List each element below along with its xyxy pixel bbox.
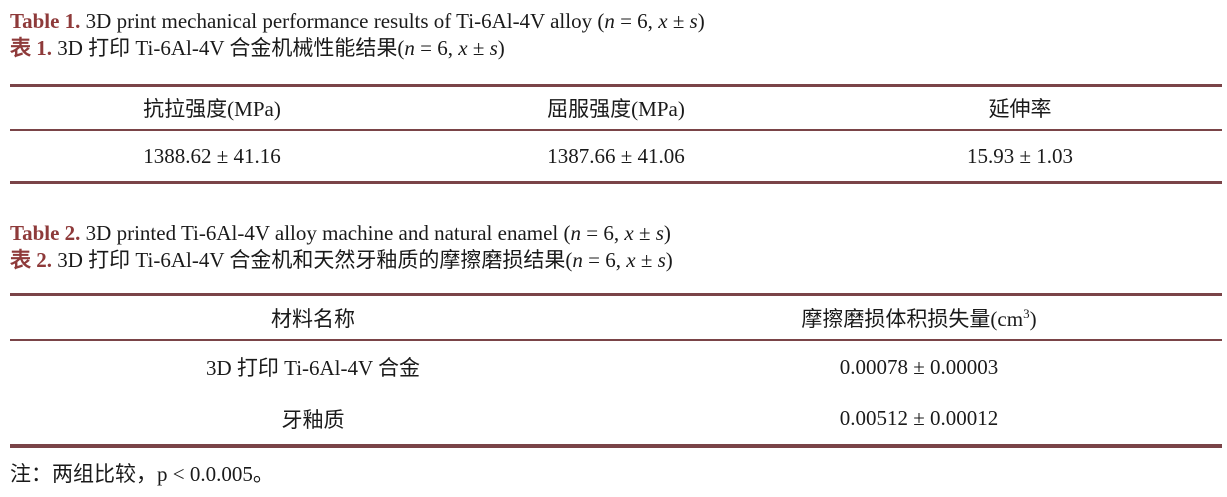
wear-value-cell: 0.00078 ± 0.00003 [839,354,999,379]
table1-header-tensile-strength: 抗拉强度(MPa) [143,97,281,121]
table2-data-row-enamel: 牙釉质 0.00512 ± 0.00012 [10,393,1222,444]
table1-caption-label-en: Table 1. [10,9,81,33]
stat-close-paren: ) [665,248,673,272]
stat-mean-sd: x ± s [458,36,498,60]
stat-equals: = 6, [581,221,625,245]
stat-mean-sd: x ± s [658,9,698,33]
table1-header-elongation: 延伸率 [988,97,1052,121]
table1-caption-body-zh: 3D 打印 Ti-6Al-4V 合金机械性能结果 [52,36,398,60]
table2-caption-zh: 表 2. 3D 打印 Ti-6Al-4V 合金机和天然牙釉质的摩擦磨损结果(n … [10,247,1227,274]
stat-close-paren: ) [697,9,705,33]
table2-caption-en: Table 2. 3D printed Ti-6Al-4V alloy mach… [10,220,1227,247]
table2-caption-body-en: 3D printed Ti-6Al-4V alloy machine and n… [80,221,564,245]
stat-open-paren: ( [597,9,605,33]
stat-mean-sd: x ± s [624,221,664,245]
table1-header-row: 抗拉强度(MPa) 屈服强度(MPa) 延伸率 [10,87,1222,131]
table1-value-tensile-strength: 1388.62 ± 41.16 [143,143,281,168]
wear-volume-label: 摩擦磨损体积损失量(cm [801,306,1024,331]
wear-volume-close-paren: ) [1029,306,1037,331]
stat-close-paren: ) [497,36,505,60]
stat-open-paren: ( [565,248,573,272]
table1-header-yield-strength: 屈服强度(MPa) [547,97,685,121]
stat-open-paren: ( [563,221,571,245]
table2-header-wear-volume: 摩擦磨损体积损失量(cm3) [616,303,1222,333]
wear-volume-superscript: 3 [1023,305,1030,321]
stat-mean-sd: x ± s [626,248,666,272]
table1-value-elongation: 15.93 ± 1.03 [966,143,1074,168]
table2-header-row: 材料名称 摩擦磨损体积损失量(cm3) [10,296,1222,341]
wear-value-cell: 0.00512 ± 0.00012 [839,406,999,430]
table1-caption-label-zh: 表 1. [10,36,52,60]
caption-stat: (n = 6, x ± s) [397,36,504,60]
table2-header-material: 材料名称 [271,306,355,331]
stat-n-variable: n [604,9,615,33]
caption-stat: (n = 6, x ± s) [565,248,672,272]
stat-n-variable: n [570,221,582,245]
caption-stat: (n = 6, x ± s) [564,221,671,245]
table1-caption-body-en: 3D print mechanical performance results … [80,9,598,33]
stat-n-variable: n [404,36,415,60]
stat-close-paren: ) [663,221,671,245]
table2-footnote: 注：两组比较，p < 0.0.005。 [10,462,274,486]
material-name-cell: 3D 打印 Ti-6Al-4V 合金 [205,356,421,380]
table1: 抗拉强度(MPa) 屈服强度(MPa) 延伸率 1388.62 ± 41.16 … [10,84,1222,184]
stat-equals: = 6, [582,248,627,272]
table2-data-row-alloy: 3D 打印 Ti-6Al-4V 合金 0.00078 ± 0.00003 [10,341,1222,393]
stat-equals: = 6, [614,9,659,33]
caption-stat: (n = 6, x ± s) [597,9,704,33]
material-name-cell: 牙釉质 [281,407,345,432]
stat-equals: = 6, [414,36,459,60]
stat-n-variable: n [572,248,583,272]
table1-caption-en: Table 1. 3D print mechanical performance… [10,8,1227,35]
table2-caption-label-en: Table 2. [10,221,81,245]
table2-caption-label-zh: 表 2. [10,248,52,272]
table1-value-yield-strength: 1387.66 ± 41.06 [547,143,685,168]
stat-open-paren: ( [397,36,405,60]
table1-caption-zh: 表 1. 3D 打印 Ti-6Al-4V 合金机械性能结果(n = 6, x ±… [10,35,1227,62]
table2: 材料名称 摩擦磨损体积损失量(cm3) 3D 打印 Ti-6Al-4V 合金 0… [10,293,1222,448]
table2-caption-body-zh: 3D 打印 Ti-6Al-4V 合金机和天然牙釉质的摩擦磨损结果 [52,248,566,272]
table1-data-row: 1388.62 ± 41.16 1387.66 ± 41.06 15.93 ± … [10,131,1222,181]
